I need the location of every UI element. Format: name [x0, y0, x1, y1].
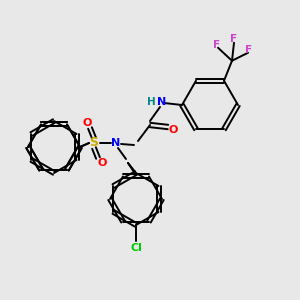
Text: N: N: [158, 97, 166, 107]
Text: F: F: [245, 45, 253, 55]
Text: F: F: [213, 40, 220, 50]
Text: O: O: [168, 125, 178, 135]
Text: S: S: [89, 136, 98, 149]
Text: O: O: [82, 118, 92, 128]
Text: O: O: [97, 158, 107, 168]
Text: H: H: [147, 97, 156, 107]
Text: N: N: [111, 138, 121, 148]
Text: F: F: [230, 34, 238, 44]
Text: Cl: Cl: [130, 243, 142, 253]
